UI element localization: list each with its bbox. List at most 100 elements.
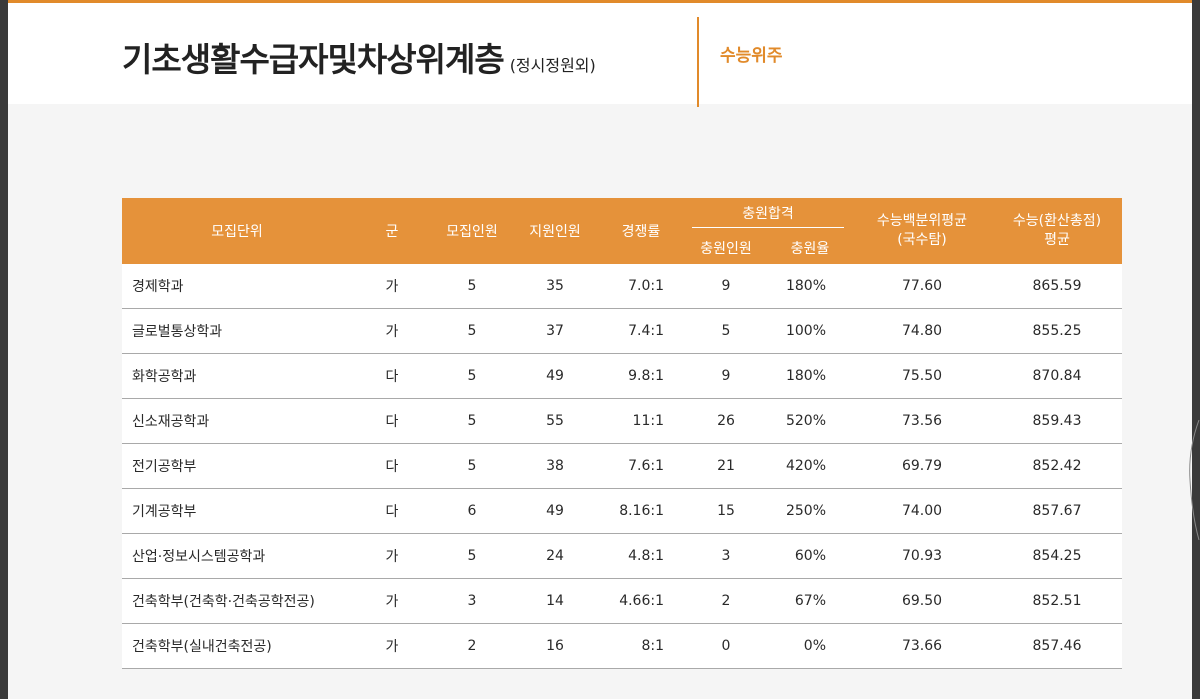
- cell-competition: 11:1: [598, 398, 684, 444]
- cell-csat-percentile: 75.50: [852, 353, 992, 399]
- cell-extra-count: 2: [684, 578, 768, 624]
- table-row: 기계공학부 다 6 49 8.16:1 15 250% 74.00 857.67: [122, 488, 1122, 534]
- table-body: 경제학과 가 5 35 7.0:1 9 180% 77.60 865.59 글로…: [122, 264, 1122, 669]
- cell-quota: 3: [432, 578, 512, 624]
- window-frame-right: [1192, 0, 1200, 699]
- cell-csat-score: 870.84: [992, 353, 1122, 399]
- cell-unit: 화학공학과: [122, 353, 352, 399]
- cell-competition: 8.16:1: [598, 488, 684, 534]
- header-csat-score: 수능(환산총점) 평균: [992, 198, 1122, 264]
- cell-extra-count: 5: [684, 308, 768, 354]
- header-csat-percentile: 수능백분위평균 (국수탐): [852, 198, 992, 264]
- page-header: 기초생활수급자및차상위계층 (정시정원외) 수능위주: [8, 0, 1192, 107]
- header-group: 군: [352, 198, 432, 264]
- cell-quota: 2: [432, 623, 512, 669]
- cell-unit: 신소재공학과: [122, 398, 352, 444]
- cell-quota: 5: [432, 264, 512, 309]
- cell-csat-percentile: 73.66: [852, 623, 992, 669]
- cell-group: 가: [352, 578, 432, 624]
- cell-group: 다: [352, 353, 432, 399]
- cell-csat-percentile: 69.50: [852, 578, 992, 624]
- window-frame-left: [0, 0, 8, 699]
- cell-extra-rate: 60%: [768, 533, 852, 579]
- cell-group: 다: [352, 488, 432, 534]
- cell-extra-count: 15: [684, 488, 768, 534]
- cell-unit: 건축학부(실내건축전공): [122, 623, 352, 669]
- cell-unit: 글로벌통상학과: [122, 308, 352, 354]
- cell-csat-score: 857.67: [992, 488, 1122, 534]
- cell-csat-percentile: 77.60: [852, 264, 992, 309]
- table-row: 경제학과 가 5 35 7.0:1 9 180% 77.60 865.59: [122, 264, 1122, 309]
- cell-applicants: 49: [512, 488, 598, 534]
- cell-competition: 7.6:1: [598, 443, 684, 489]
- cell-csat-percentile: 74.00: [852, 488, 992, 534]
- table-row: 화학공학과 다 5 49 9.8:1 9 180% 75.50 870.84: [122, 353, 1122, 399]
- cell-competition: 9.8:1: [598, 353, 684, 399]
- cell-extra-count: 9: [684, 353, 768, 399]
- cell-extra-rate: 520%: [768, 398, 852, 444]
- cell-applicants: 38: [512, 443, 598, 489]
- cell-csat-percentile: 73.56: [852, 398, 992, 444]
- cell-quota: 5: [432, 308, 512, 354]
- table-row: 산업·정보시스템공학과 가 5 24 4.8:1 3 60% 70.93 854…: [122, 533, 1122, 579]
- cell-group: 가: [352, 533, 432, 579]
- admission-category: 수능위주: [720, 46, 783, 66]
- cell-csat-score: 857.46: [992, 623, 1122, 669]
- cell-extra-rate: 100%: [768, 308, 852, 354]
- header-extra-pass: 충원합격: [684, 198, 852, 232]
- cell-unit: 전기공학부: [122, 443, 352, 489]
- table-row: 건축학부(건축학·건축공학전공) 가 3 14 4.66:1 2 67% 69.…: [122, 578, 1122, 624]
- table-row: 신소재공학과 다 5 55 11:1 26 520% 73.56 859.43: [122, 398, 1122, 444]
- cell-csat-score: 859.43: [992, 398, 1122, 444]
- cell-group: 가: [352, 308, 432, 354]
- cell-extra-rate: 180%: [768, 264, 852, 309]
- header-applicants: 지원인원: [512, 198, 598, 264]
- header-divider: [697, 17, 699, 107]
- header-extra-rate: 충원율: [768, 232, 852, 264]
- cell-extra-rate: 0%: [768, 623, 852, 669]
- cell-csat-percentile: 70.93: [852, 533, 992, 579]
- cell-csat-score: 852.51: [992, 578, 1122, 624]
- cell-unit: 건축학부(건축학·건축공학전공): [122, 578, 352, 624]
- cell-extra-count: 9: [684, 264, 768, 309]
- cell-csat-score: 855.25: [992, 308, 1122, 354]
- cell-csat-score: 854.25: [992, 533, 1122, 579]
- table-row: 건축학부(실내건축전공) 가 2 16 8:1 0 0% 73.66 857.4…: [122, 623, 1122, 669]
- header-extra-count: 충원인원: [684, 232, 768, 264]
- cell-csat-percentile: 74.80: [852, 308, 992, 354]
- page-title: 기초생활수급자및차상위계층 (정시정원외): [122, 33, 596, 81]
- table-header: 모집단위 군 모집인원 지원인원 경쟁률 충원합격 수능백분위평균 (국수탐) …: [122, 198, 1122, 264]
- cell-quota: 5: [432, 353, 512, 399]
- cell-extra-count: 21: [684, 443, 768, 489]
- cell-extra-rate: 180%: [768, 353, 852, 399]
- header-extra-pass-label: 충원합격: [692, 203, 844, 228]
- cell-csat-score: 865.59: [992, 264, 1122, 309]
- table-row: 전기공학부 다 5 38 7.6:1 21 420% 69.79 852.42: [122, 443, 1122, 489]
- cell-applicants: 24: [512, 533, 598, 579]
- cell-unit: 산업·정보시스템공학과: [122, 533, 352, 579]
- header-quota: 모집인원: [432, 198, 512, 264]
- cell-extra-rate: 67%: [768, 578, 852, 624]
- cell-competition: 4.8:1: [598, 533, 684, 579]
- cell-group: 다: [352, 443, 432, 489]
- cell-csat-percentile: 69.79: [852, 443, 992, 489]
- page-curl-decoration: [1189, 420, 1200, 540]
- header-unit: 모집단위: [122, 198, 352, 264]
- cell-applicants: 55: [512, 398, 598, 444]
- cell-unit: 기계공학부: [122, 488, 352, 534]
- cell-competition: 8:1: [598, 623, 684, 669]
- cell-applicants: 49: [512, 353, 598, 399]
- cell-competition: 7.0:1: [598, 264, 684, 309]
- cell-applicants: 35: [512, 264, 598, 309]
- cell-applicants: 14: [512, 578, 598, 624]
- admission-results-table: 모집단위 군 모집인원 지원인원 경쟁률 충원합격 수능백분위평균 (국수탐) …: [122, 198, 1122, 669]
- cell-applicants: 37: [512, 308, 598, 354]
- cell-extra-rate: 420%: [768, 443, 852, 489]
- cell-csat-score: 852.42: [992, 443, 1122, 489]
- cell-group: 가: [352, 623, 432, 669]
- page-title-text: 기초생활수급자및차상위계층: [122, 40, 505, 79]
- cell-extra-count: 0: [684, 623, 768, 669]
- cell-quota: 5: [432, 533, 512, 579]
- cell-applicants: 16: [512, 623, 598, 669]
- cell-quota: 5: [432, 443, 512, 489]
